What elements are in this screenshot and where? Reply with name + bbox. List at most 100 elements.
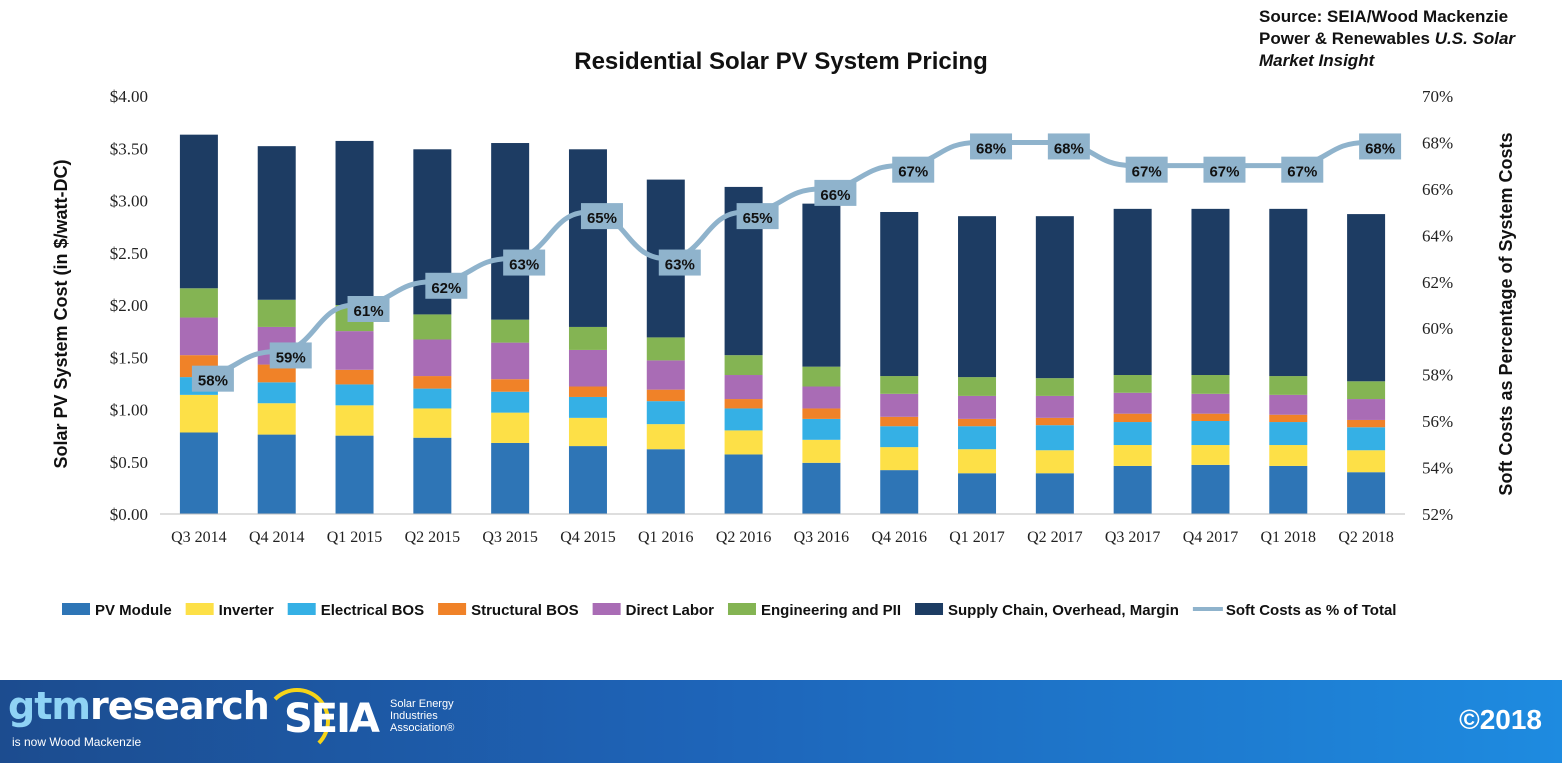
bar-segment (335, 435, 374, 514)
line-data-label-box (425, 272, 468, 299)
bar-segment (568, 386, 607, 397)
line-data-label: 67% (1209, 164, 1239, 181)
bar-segment (802, 386, 841, 409)
y2-tick-label: 64% (1422, 226, 1453, 245)
bar-segment (1269, 376, 1308, 395)
legend-label: Supply Chain, Overhead, Margin (948, 602, 1179, 619)
seia-logo-word: SEIA (284, 696, 380, 742)
bar-segment (802, 418, 841, 440)
y2-axis-label: Soft Costs as Percentage of System Costs (1496, 132, 1516, 495)
bar-segment (724, 430, 763, 455)
bar-segment (1035, 378, 1074, 396)
x-tick-label: Q4 2017 (1183, 529, 1239, 546)
bar-segment (1113, 375, 1152, 393)
bar-segment (1347, 419, 1386, 428)
x-tick-label: Q4 2016 (871, 529, 927, 546)
bar-segment (880, 376, 919, 394)
bar-segment (1113, 208, 1152, 376)
seia-logo: SEIA Solar Energy Industries Association… (262, 686, 462, 756)
seia-sub-line-3: Association® (390, 722, 455, 734)
bar-segment (179, 317, 218, 356)
bar-segment (179, 432, 218, 514)
bar-segment (958, 395, 997, 419)
y-tick-label: $0.00 (110, 505, 148, 524)
bar-segment (568, 149, 607, 327)
seia-ring-icon (264, 688, 330, 754)
legend-label: Inverter (219, 602, 274, 619)
y-tick-label: $1.00 (110, 401, 148, 420)
bar-segment (724, 399, 763, 409)
x-tick-label: Q2 2015 (405, 529, 461, 546)
bar-segment (1113, 422, 1152, 446)
bar-segment (257, 364, 296, 383)
bar-segment (1347, 427, 1386, 451)
bar-segment (802, 366, 841, 387)
bar-segment (802, 439, 841, 463)
legend-swatch (438, 603, 467, 615)
line-data-label: 68% (1365, 140, 1395, 157)
legend-label: Engineering and PII (761, 602, 901, 619)
bar-segment (413, 376, 452, 389)
bar-segment (646, 389, 685, 402)
bars-group (179, 134, 1386, 514)
line-data-label: 67% (1287, 164, 1317, 181)
source-line-1: Source: SEIA/Wood Mackenzie (1259, 7, 1509, 26)
bar-segment (958, 377, 997, 396)
line-data-label: 67% (898, 164, 928, 181)
bar-segment (179, 288, 218, 318)
bar-segment (335, 384, 374, 406)
line-data-label-box (814, 179, 857, 206)
bar-segment (335, 405, 374, 436)
bar-segment (1035, 450, 1074, 474)
bar-segment (491, 391, 530, 413)
line-data-label: 62% (431, 280, 461, 297)
bar-segment (1035, 417, 1074, 426)
bar-segment (1347, 450, 1386, 473)
source-line-2: Power & Renewables U.S. Solar (1259, 28, 1559, 50)
bar-segment (1113, 413, 1152, 423)
y-tick-label: $2.00 (110, 296, 148, 315)
line-data-label: 61% (354, 303, 384, 320)
line-data-label-box (1047, 133, 1090, 160)
line-data-label-box (191, 365, 234, 392)
bar-segment (724, 375, 763, 400)
legend-swatch (915, 603, 944, 615)
bar-segment (1113, 445, 1152, 466)
y2-tick-label: 52% (1422, 505, 1453, 524)
bar-segment (958, 473, 997, 514)
bar-segment (1347, 472, 1386, 514)
bar-segment (1035, 216, 1074, 379)
bar-segment (802, 203, 841, 367)
bar-segment (1269, 394, 1308, 415)
x-tick-label: Q4 2014 (249, 529, 305, 546)
line-data-label: 58% (198, 373, 228, 390)
legend-swatch (287, 603, 316, 615)
y2-tick-label: 68% (1422, 133, 1453, 152)
y2-tick-label: 60% (1422, 319, 1453, 338)
line-data-label: 65% (743, 210, 773, 227)
gtm-research-logo: gtmresearch (8, 684, 270, 728)
bar-segment (1035, 395, 1074, 418)
y-tick-label: $3.50 (110, 139, 148, 158)
bar-segment (413, 437, 452, 514)
bar-segment (1269, 208, 1308, 377)
bar-segment (1035, 473, 1074, 514)
x-tick-label: Q3 2015 (482, 529, 538, 546)
bar-segment (568, 446, 607, 514)
x-tick-label: Q2 2017 (1027, 529, 1083, 546)
legend-swatch (185, 603, 214, 615)
bar-segment (724, 408, 763, 431)
line-data-label-box (1359, 133, 1402, 160)
gtm-subtitle: is now Wood Mackenzie (12, 735, 142, 749)
bar-segment (1269, 414, 1308, 423)
bar-segment (491, 412, 530, 443)
legend-label: Direct Labor (626, 602, 715, 619)
bar-segment (646, 449, 685, 514)
bar-segment (646, 360, 685, 390)
line-data-label: 68% (976, 140, 1006, 157)
y-tick-label: $4.00 (110, 87, 148, 106)
bar-segment (568, 326, 607, 350)
bar-segment (880, 393, 919, 417)
bar-segment (413, 339, 452, 377)
x-tick-label: Q1 2016 (638, 529, 694, 546)
